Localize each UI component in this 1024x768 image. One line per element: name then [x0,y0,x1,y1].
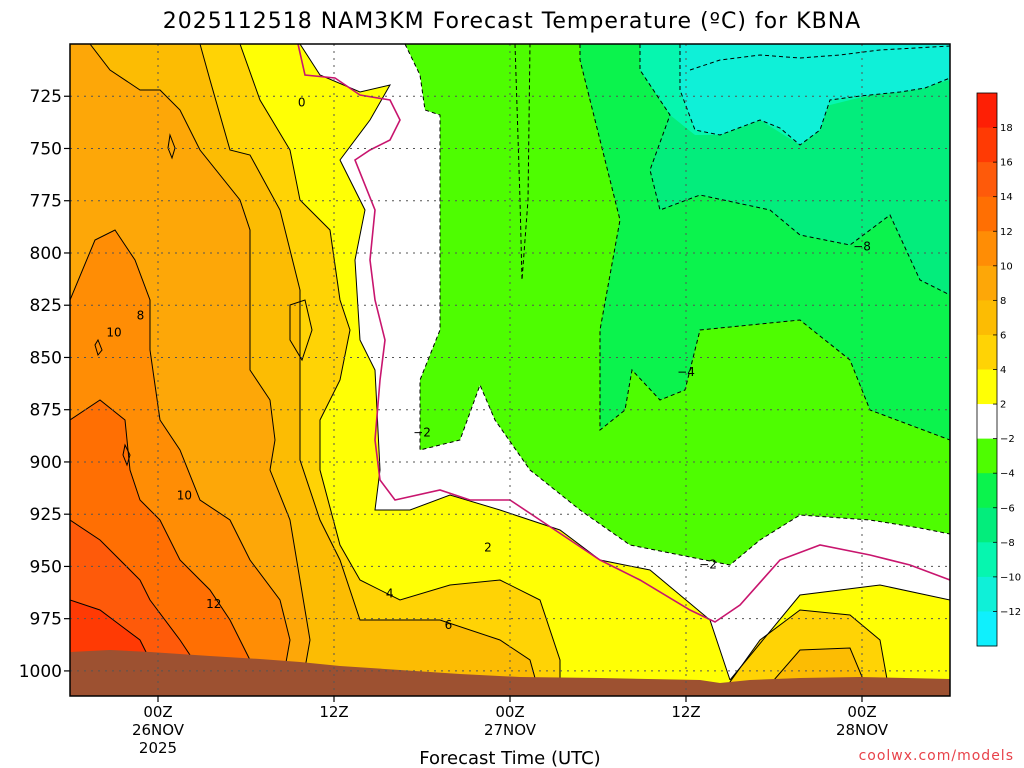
contour-14 [70,399,251,696]
y-tick-label: 925 [30,505,62,525]
ground-surface [70,650,950,696]
contour-label: 2 [484,541,492,555]
y-tick-label: 800 [30,244,62,264]
colorbar-label: −10 [1000,572,1021,583]
colorbar-swatch [977,542,997,578]
y-tick-label: 825 [30,296,62,316]
colorbar-swatch [977,576,997,612]
colorbar-label: 4 [1000,365,1006,376]
colorbar-label: 8 [1000,296,1006,307]
colorbar-swatch [977,196,997,232]
y-tick-label: 750 [30,139,62,159]
colorbar-label: −8 [1000,538,1015,549]
contour-6-b [719,609,891,696]
contour-zero [297,44,950,623]
x-tick-date: 27NOV [484,721,537,739]
contour-10 [89,44,311,696]
x-tick-date: 26NOV [132,721,185,739]
contour-label: 6 [445,618,453,632]
y-tick-label: 775 [30,192,62,212]
y-tick-label: 875 [30,401,62,421]
contour-label: 10 [177,488,192,502]
x-tick-label: 00Z [495,703,524,721]
y-axis: 725 750 775 800 825 850 875 900 925 950 975 1000 [19,87,70,682]
colorbar-label: −4 [1000,469,1015,480]
plot-area [70,44,950,696]
contour-labels: 0 8 10 10 12 −2 2 4 6 −4 −8 −2 [106,96,870,632]
colorbar-label: −6 [1000,503,1015,514]
colorbar-swatch [977,438,997,474]
y-tick-label: 850 [30,348,62,368]
x-axis-title: Forecast Time (UTC) [419,748,600,768]
colorbar-swatch [977,231,997,267]
colorbar-swatch [977,473,997,509]
contour-small-1 [167,133,176,160]
contour-small-3 [94,338,103,357]
contour-label: −2 [413,426,431,440]
contour-label: 12 [206,597,221,611]
colorbar-swatch [977,507,997,543]
colorbar-label: −12 [1000,607,1021,618]
x-tick-year: 2025 [139,739,177,757]
contour-label: −4 [677,365,695,379]
contour-minus-2 [404,44,950,566]
contour-8-b [759,647,871,696]
colorbar-label: 12 [1000,227,1013,238]
negative-contours [404,44,950,566]
contour-label: 10 [106,325,121,339]
contour-small-4 [122,443,131,467]
credit-text: coolwx.com/models [859,748,1014,764]
contour-label: 8 [137,309,145,323]
contour-label: 4 [386,587,394,601]
colorbar-label: −2 [1000,434,1015,445]
contour-label: −2 [699,557,717,571]
colorbar-label: 14 [1000,192,1013,203]
x-tick-label: 00Z [847,703,876,721]
region-over-minus-12 [680,44,950,145]
contour-8 [199,44,541,696]
colorbar-swatch [977,334,997,370]
y-tick-label: 950 [30,557,62,577]
colorbar-swatch [977,611,997,647]
colorbar: 18 16 14 12 10 8 6 4 2 −2 −4 −6 −8 −10 −12 [976,92,1021,647]
contour-label: 0 [298,96,306,110]
colorbar-swatch [977,265,997,301]
colorbar-swatch [977,127,997,163]
colorbar-label: 2 [1000,400,1006,411]
colorbar-label: 10 [1000,261,1013,272]
contour-4-b [729,584,950,681]
y-tick-label: 975 [30,610,62,630]
colorbar-swatch [977,369,997,405]
y-tick-label: 725 [30,87,62,107]
colorbar-swatch [977,404,997,440]
contour-small-2 [289,299,313,362]
contour-minus-10 [689,45,950,71]
x-tick-date: 28NOV [836,721,889,739]
contour-12 [70,229,291,696]
colorbar-label: 16 [1000,158,1013,169]
colorbar-swatch [977,300,997,336]
contour-6 [239,44,561,696]
colorbar-swatch [977,162,997,198]
colorbar-swatch [977,93,997,129]
contour-minus-6 [639,44,950,296]
contour-minus-4 [579,44,950,441]
contour-minus-8 [679,44,950,146]
chart-title: 2025112518 NAM3KM Forecast Temperature (… [163,9,861,34]
y-tick-label: 900 [30,453,62,473]
colorbar-label: 18 [1000,123,1013,134]
y-tick-label: 1000 [19,662,62,682]
x-tick-label: 12Z [319,703,348,721]
x-tick-label: 00Z [143,703,172,721]
contour-label: −8 [853,240,871,254]
colorbar-label: 6 [1000,330,1006,341]
x-tick-label: 12Z [671,703,700,721]
